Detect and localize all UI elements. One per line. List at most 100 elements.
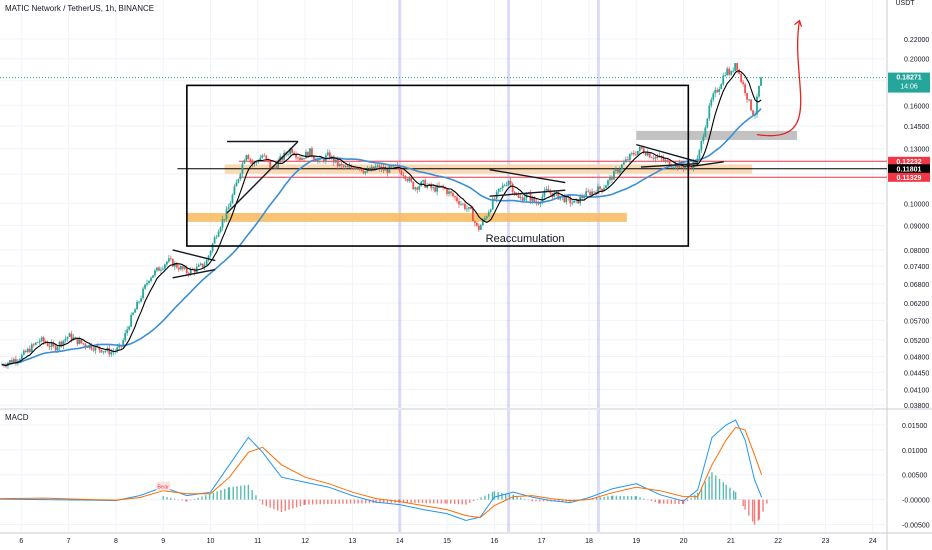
price-label-box [888,164,930,174]
candle-body [307,151,309,157]
macd-histogram-bar [595,497,598,500]
candle-body [177,267,180,270]
price-tick-label: 0.07400 [904,264,929,271]
macd-histogram-bar [269,499,271,508]
macd-histogram-bar [658,499,660,504]
macd-histogram-bar [368,499,371,504]
macd-histogram-bar [527,499,530,501]
macd-tick-label: 0.00500 [902,473,927,480]
candle-body [475,222,478,226]
time-axis[interactable]: 6 7 8 9 10 11 12 13 14 15 16 17 18 19 20 21 22 23 24 [19,538,876,545]
candle-body [42,337,45,342]
candle-body [460,203,462,205]
candle-body [164,264,166,269]
macd-histogram-bar [402,499,405,503]
candle-body [62,340,65,346]
macd-histogram-bar [346,499,348,504]
time-tick-label: 23 [822,538,830,545]
candle-body [152,275,154,278]
macd-histogram-bar [654,499,656,503]
macd-tick-label: -0.00500 [902,523,930,530]
candle-body [269,161,272,168]
candle-body [40,337,43,341]
candle-body [444,187,446,190]
drawing-overlay: Reaccumulation [172,19,803,279]
candle-body [622,162,625,165]
price-axis[interactable]: 0.220000.200000.180000.160000.145000.130… [902,37,930,530]
macd-histogram-bar [592,498,594,500]
candle-body [636,150,639,155]
macd-histogram-bar [227,487,230,500]
price-tick-label: 0.10000 [904,201,929,208]
candle-body [36,342,39,344]
candle-body [557,192,560,200]
macd-histogram-bar [491,492,494,500]
candle-body [505,184,508,186]
macd-histogram-bar [557,499,560,502]
symbol-title[interactable]: MATIC Network / TetherUS, 1h, BINANCE [5,4,155,13]
macd-histogram-bar [273,499,275,510]
trend-line [226,141,299,214]
candle-body [165,261,168,265]
candle-body [199,263,202,265]
candle-body [708,105,711,119]
macd-histogram-bar [607,496,609,500]
candle-body [86,346,89,348]
time-tick-label: 17 [538,538,546,545]
candle-body [289,148,291,154]
candle-body [384,169,387,171]
candle-body [295,154,297,158]
candle-body [760,77,762,86]
candle-body [26,348,29,353]
candle-body [438,185,441,187]
candle-body [736,63,739,70]
candle-body [446,189,448,194]
macd-histogram-bar [338,499,340,504]
candle-body [545,188,548,191]
trend-line [489,169,566,184]
price-tick-label: 0.13000 [904,147,929,154]
candle-body [626,159,629,161]
macd-histogram-bar [166,497,168,500]
candle-body [243,160,246,164]
candle-body [414,187,417,190]
macd-histogram-bar [512,495,514,500]
candle-body [181,266,184,269]
time-tick-label: 8 [114,538,118,545]
candle-body [76,337,79,344]
currency-label: USDT [895,0,915,7]
macd-histogram-bar [379,499,381,504]
candle-body [100,349,103,353]
candle-body [84,344,87,347]
candle-body [634,154,637,156]
candle-body [144,284,146,289]
macd-histogram-bar [542,499,545,502]
macd-histogram-bar [722,482,725,500]
candle-body [382,167,385,171]
time-tick-label: 22 [774,538,782,545]
macd-histogram-bar [619,495,621,500]
candle-body [22,350,25,355]
candle-body [428,183,431,186]
candle-body [259,157,262,162]
signal-label: Bear [157,485,169,491]
candle-body [48,346,51,347]
candle-body [112,351,115,353]
macd-histogram-bar [189,499,192,501]
candle-body [511,183,514,192]
macd-histogram-bar [725,484,727,500]
candle-body [664,160,667,161]
candle-body [150,277,152,281]
candle-body [92,349,95,351]
price-tick-label: 0.22000 [904,37,929,44]
candle-body [744,84,746,94]
candle-body [203,265,206,268]
macd-histogram-bar [330,499,333,505]
macd-histogram-bar [417,499,420,504]
time-tick-label: 10 [207,538,215,545]
macd-histogram-bar [546,499,549,502]
macd-histogram-bar [758,499,760,520]
macd-title: MACD [5,413,29,422]
candle-body [706,118,709,128]
